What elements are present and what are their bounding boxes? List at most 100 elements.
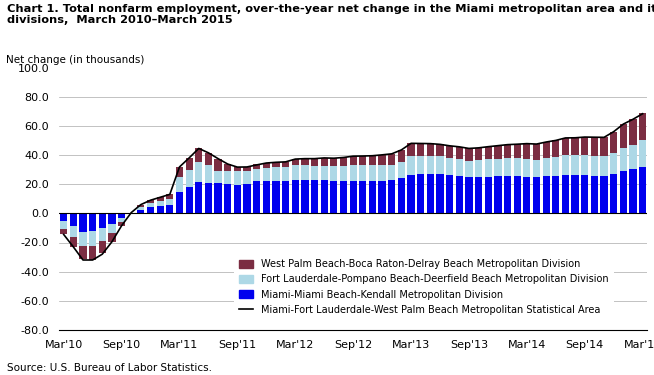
Bar (620, 148, 627, 171)
Bar (600, 137, 608, 156)
Bar (311, 180, 318, 213)
Bar (562, 155, 569, 175)
Bar (485, 177, 492, 213)
Bar (533, 159, 540, 177)
Bar (292, 165, 299, 180)
Bar (417, 156, 424, 174)
Bar (398, 178, 405, 213)
Bar (456, 147, 463, 159)
Bar (311, 159, 318, 166)
Bar (253, 168, 260, 181)
Bar (70, 213, 77, 226)
Bar (340, 166, 347, 180)
Bar (156, 201, 164, 206)
Bar (272, 181, 280, 213)
Bar (610, 132, 617, 153)
Bar (427, 156, 434, 174)
Bar (118, 218, 125, 222)
Bar (581, 137, 589, 155)
Bar (156, 197, 164, 201)
Bar (639, 140, 646, 166)
Bar (118, 213, 125, 218)
Bar (543, 176, 550, 213)
Bar (320, 166, 328, 180)
Bar (523, 177, 530, 213)
Bar (147, 207, 154, 213)
Bar (388, 165, 396, 180)
Bar (176, 177, 183, 192)
Bar (330, 180, 337, 213)
Bar (620, 171, 627, 213)
Bar (253, 164, 260, 168)
Bar (513, 176, 521, 213)
Bar (205, 153, 212, 165)
Bar (475, 147, 482, 160)
Bar (79, 213, 86, 231)
Bar (398, 150, 405, 162)
Bar (320, 158, 328, 166)
Bar (147, 203, 154, 207)
Bar (562, 138, 569, 155)
Bar (523, 159, 530, 177)
Bar (446, 146, 453, 158)
Bar (89, 246, 96, 260)
Bar (349, 165, 357, 180)
Text: Net change (in thousands): Net change (in thousands) (6, 55, 145, 65)
Bar (494, 176, 502, 213)
Bar (591, 176, 598, 213)
Bar (301, 165, 309, 180)
Bar (60, 229, 67, 234)
Bar (79, 246, 86, 259)
Bar (99, 241, 106, 254)
Bar (427, 174, 434, 213)
Bar (215, 171, 222, 183)
Bar (639, 113, 646, 140)
Bar (417, 174, 424, 213)
Bar (552, 140, 559, 157)
Bar (485, 147, 492, 159)
Bar (176, 192, 183, 213)
Bar (311, 166, 318, 180)
Bar (147, 200, 154, 203)
Bar (224, 171, 232, 184)
Bar (552, 176, 559, 213)
Bar (263, 180, 270, 213)
Bar (89, 231, 96, 246)
Bar (379, 155, 386, 165)
Bar (137, 210, 145, 213)
Bar (224, 164, 232, 171)
Bar (60, 213, 67, 221)
Bar (513, 159, 521, 176)
Bar (292, 159, 299, 165)
Bar (118, 222, 125, 226)
Bar (186, 158, 193, 170)
Bar (282, 162, 289, 167)
Bar (504, 158, 511, 176)
Bar (70, 226, 77, 237)
Bar (466, 148, 473, 160)
Bar (407, 156, 415, 174)
Bar (456, 159, 463, 176)
Bar (494, 159, 502, 176)
Bar (186, 187, 193, 213)
Bar (436, 144, 443, 156)
Bar (533, 177, 540, 213)
Bar (166, 199, 173, 205)
Bar (233, 171, 241, 185)
Bar (639, 166, 646, 213)
Bar (629, 169, 636, 213)
Bar (340, 180, 347, 213)
Bar (330, 158, 337, 166)
Bar (620, 124, 627, 148)
Bar (99, 213, 106, 228)
Bar (475, 177, 482, 213)
Bar (282, 180, 289, 213)
Bar (205, 165, 212, 183)
Bar (70, 237, 77, 247)
Bar (552, 157, 559, 176)
Bar (243, 184, 250, 213)
Bar (600, 156, 608, 176)
Bar (166, 205, 173, 213)
Bar (562, 175, 569, 213)
Bar (407, 174, 415, 213)
